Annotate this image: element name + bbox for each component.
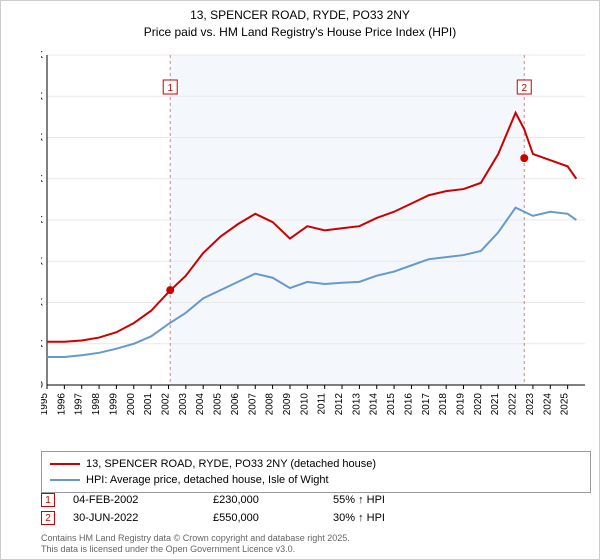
svg-text:£600K: £600K	[41, 133, 43, 144]
chart-svg: £0 £100K £200K £300K £400K £500K £600K £700K £80…	[41, 49, 591, 419]
svg-text:2006: 2006	[230, 393, 241, 416]
svg-text:2025: 2025	[560, 393, 571, 416]
svg-text:2007: 2007	[247, 393, 258, 416]
legend-label: HPI: Average price, detached house, Isle…	[86, 474, 329, 486]
svg-text:2014: 2014	[369, 393, 380, 416]
footer: Contains HM Land Registry data © Crown c…	[41, 533, 350, 555]
svg-text:1: 1	[167, 83, 173, 94]
svg-text:£200K: £200K	[41, 298, 43, 309]
legend-row: HPI: Average price, detached house, Isle…	[50, 472, 582, 488]
sale-pct: 30% ↑ HPI	[333, 512, 453, 524]
svg-text:£0: £0	[41, 380, 43, 391]
footer-line2: This data is licensed under the Open Gov…	[41, 544, 350, 555]
sale-price: £550,000	[213, 512, 333, 524]
svg-text:2012: 2012	[334, 393, 345, 416]
svg-text:2003: 2003	[178, 393, 189, 416]
legend-swatch	[50, 479, 80, 481]
title-block: 13, SPENCER ROAD, RYDE, PO33 2NY Price p…	[1, 1, 599, 41]
svg-text:£800K: £800K	[41, 50, 43, 61]
sales-row: 2 30-JUN-2022£550,00030% ↑ HPI	[41, 509, 591, 527]
svg-text:2022: 2022	[508, 393, 519, 416]
svg-text:2000: 2000	[126, 393, 137, 416]
svg-text:1997: 1997	[74, 393, 85, 416]
svg-text:2009: 2009	[282, 393, 293, 416]
svg-text:£100K: £100K	[41, 339, 43, 350]
svg-text:2021: 2021	[490, 393, 501, 416]
legend-swatch	[50, 463, 80, 465]
svg-text:2024: 2024	[542, 393, 553, 416]
svg-text:2020: 2020	[473, 393, 484, 416]
svg-text:2: 2	[521, 83, 527, 94]
legend-box: 13, SPENCER ROAD, RYDE, PO33 2NY (detach…	[41, 451, 591, 493]
svg-text:2005: 2005	[213, 393, 224, 416]
sale-pct: 55% ↑ HPI	[333, 494, 453, 506]
svg-text:2010: 2010	[299, 393, 310, 416]
title-line2: Price paid vs. HM Land Registry's House …	[1, 24, 599, 41]
svg-text:2019: 2019	[456, 393, 467, 416]
sale-marker: 2	[41, 511, 55, 525]
sale-date: 30-JUN-2022	[73, 512, 213, 524]
svg-text:£300K: £300K	[41, 256, 43, 267]
svg-text:2008: 2008	[265, 393, 276, 416]
svg-text:2018: 2018	[438, 393, 449, 416]
chart-container: 13, SPENCER ROAD, RYDE, PO33 2NY Price p…	[0, 0, 600, 560]
legend-label: 13, SPENCER ROAD, RYDE, PO33 2NY (detach…	[86, 458, 376, 470]
svg-text:£500K: £500K	[41, 174, 43, 185]
title-line1: 13, SPENCER ROAD, RYDE, PO33 2NY	[1, 7, 599, 24]
svg-text:2017: 2017	[421, 393, 432, 416]
svg-text:2001: 2001	[143, 393, 154, 416]
svg-text:2023: 2023	[525, 393, 536, 416]
svg-text:1996: 1996	[56, 393, 67, 416]
sale-marker: 1	[41, 493, 55, 507]
svg-text:2013: 2013	[351, 393, 362, 416]
sale-price: £230,000	[213, 494, 333, 506]
svg-text:2011: 2011	[317, 393, 328, 415]
svg-text:1999: 1999	[108, 393, 119, 416]
svg-text:1998: 1998	[91, 393, 102, 416]
legend-row: 13, SPENCER ROAD, RYDE, PO33 2NY (detach…	[50, 456, 582, 472]
sales-table: 1 04-FEB-2002£230,00055% ↑ HPI 2 30-JUN-202…	[41, 491, 591, 527]
svg-text:£700K: £700K	[41, 91, 43, 102]
svg-text:2015: 2015	[386, 393, 397, 416]
svg-text:2002: 2002	[160, 393, 171, 416]
svg-text:1995: 1995	[41, 393, 50, 416]
sales-row: 1 04-FEB-2002£230,00055% ↑ HPI	[41, 491, 591, 509]
svg-text:£400K: £400K	[41, 215, 43, 226]
svg-text:2016: 2016	[403, 393, 414, 416]
footer-line1: Contains HM Land Registry data © Crown c…	[41, 533, 350, 544]
sale-date: 04-FEB-2002	[73, 494, 213, 506]
svg-text:2004: 2004	[195, 393, 206, 416]
